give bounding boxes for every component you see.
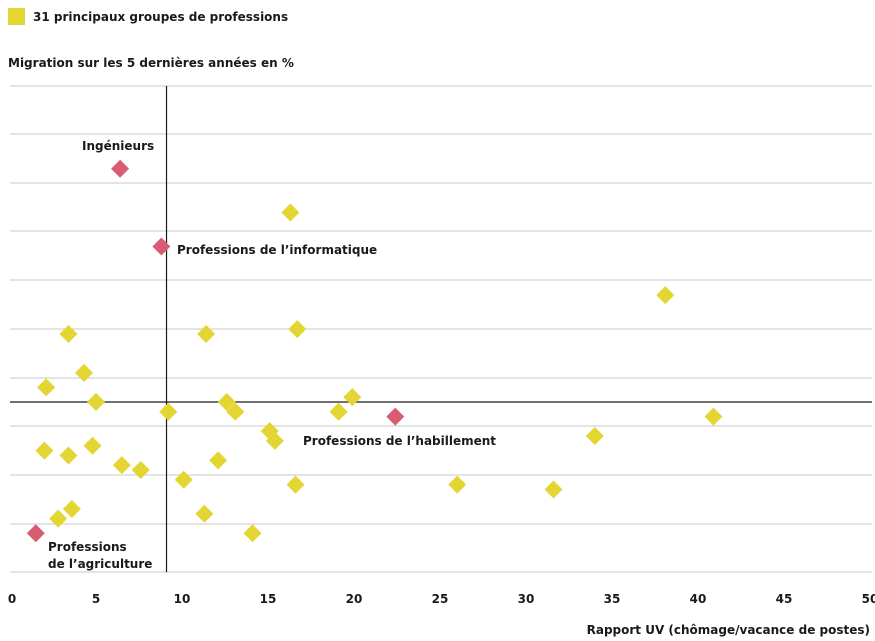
x-tick-label: 10 xyxy=(174,592,191,606)
highlight-point xyxy=(26,524,45,543)
highlight-point xyxy=(386,407,405,426)
data-point xyxy=(329,402,348,421)
annotation-agriculture-line2: de l’agriculture xyxy=(48,557,152,571)
data-point xyxy=(83,436,102,455)
x-tick-label: 5 xyxy=(92,592,100,606)
data-point xyxy=(174,470,193,489)
x-axis-label: Rapport UV (chômage/vacance de postes) xyxy=(587,623,870,637)
data-point xyxy=(195,504,214,523)
data-point xyxy=(59,324,78,343)
data-point xyxy=(288,320,307,339)
data-point xyxy=(448,475,467,494)
annotation-habillement: Professions de l’habillement xyxy=(303,434,496,448)
highlight-point xyxy=(152,237,171,256)
data-point xyxy=(656,286,675,305)
data-point xyxy=(59,446,78,465)
x-tick-label: 30 xyxy=(518,592,535,606)
data-point xyxy=(217,393,236,411)
x-tick-label: 15 xyxy=(260,592,277,606)
chart-title: Migration sur les 5 dernières années en … xyxy=(8,56,294,70)
highlight-point xyxy=(111,159,130,178)
data-point xyxy=(343,388,362,407)
data-point xyxy=(197,324,216,343)
data-point xyxy=(112,456,131,475)
data-point xyxy=(74,363,93,382)
data-point xyxy=(585,427,604,446)
data-point xyxy=(35,441,54,460)
legend: 31 principaux groupes de professions xyxy=(8,8,288,25)
x-tick-label: 0 xyxy=(8,592,16,606)
x-tick-label: 35 xyxy=(604,592,621,606)
data-point xyxy=(37,378,56,397)
annotation-informatique: Professions de l’informatique xyxy=(177,243,377,257)
x-tick-label: 40 xyxy=(690,592,707,606)
data-point xyxy=(704,407,723,426)
data-point xyxy=(87,393,105,411)
annotation-agriculture-line1: Professions xyxy=(48,540,127,554)
legend-label: 31 principaux groupes de professions xyxy=(33,9,289,24)
data-point xyxy=(62,499,81,518)
annotation-ingenieurs: Ingénieurs xyxy=(82,139,154,153)
data-point xyxy=(243,524,262,543)
data-point xyxy=(286,475,305,494)
data-point xyxy=(544,480,563,499)
data-point xyxy=(265,431,284,450)
data-point xyxy=(281,203,300,222)
data-point xyxy=(209,451,228,470)
x-tick-label: 50 xyxy=(862,592,875,606)
x-tick-label: 45 xyxy=(776,592,793,606)
x-tick-label: 20 xyxy=(346,592,363,606)
legend-swatch xyxy=(8,8,25,25)
data-point xyxy=(159,402,178,421)
data-point xyxy=(131,461,150,480)
data-point xyxy=(49,509,68,528)
data-point xyxy=(226,402,245,421)
x-tick-label: 25 xyxy=(432,592,449,606)
